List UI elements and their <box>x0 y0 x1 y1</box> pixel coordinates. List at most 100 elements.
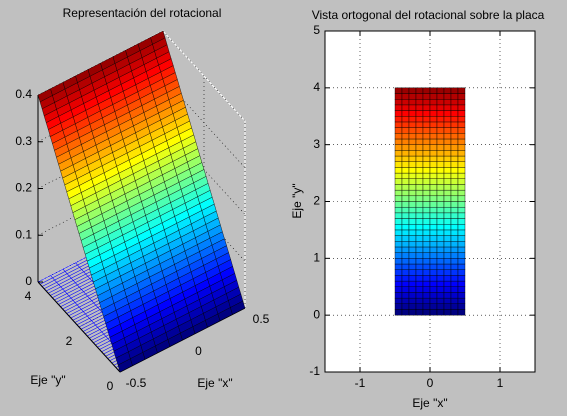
surface-cell <box>401 195 410 202</box>
surface-cell <box>408 286 417 293</box>
surface-cell <box>422 229 431 236</box>
surface-cell <box>457 252 466 259</box>
surface-cell <box>401 144 410 151</box>
surface-cell <box>450 116 459 123</box>
surface-cell <box>401 212 410 219</box>
surface-cell <box>422 178 431 185</box>
surface-cell <box>457 161 466 168</box>
surface-cell <box>436 167 445 174</box>
surface-cell <box>422 104 431 111</box>
surface-cell <box>415 138 424 145</box>
surface-cell <box>401 241 410 248</box>
surface-cell <box>450 241 459 248</box>
surface-cell <box>450 252 459 259</box>
surface-cell <box>457 167 466 174</box>
surface-cell <box>415 235 424 242</box>
surface-cell <box>436 212 445 219</box>
surface-cell <box>429 172 438 179</box>
surface-cell <box>401 184 410 191</box>
surface-cell <box>443 144 452 151</box>
surface-cell <box>422 138 431 145</box>
surface-cell <box>394 286 403 293</box>
surface-cell <box>422 292 431 299</box>
surface-cell <box>450 127 459 134</box>
surface-cell <box>429 133 438 140</box>
surface-cell <box>415 229 424 236</box>
x-tick-label: 0.5 <box>253 312 270 326</box>
surface-cell <box>457 263 466 270</box>
surface-cell <box>429 87 438 94</box>
surface-cell <box>401 309 410 316</box>
surface-cell <box>443 309 452 316</box>
surface-cell <box>415 167 424 174</box>
surface-cell <box>457 116 466 123</box>
surface-cell <box>415 161 424 168</box>
surface-cell <box>457 144 466 151</box>
surface-cell <box>436 206 445 214</box>
surface-cell <box>436 275 445 282</box>
surface-cell <box>450 258 459 265</box>
surface-cell <box>408 144 417 151</box>
surface-cell <box>408 87 417 94</box>
surface-cell <box>422 144 431 151</box>
surface-cell <box>429 286 438 293</box>
surface-cell <box>457 235 466 242</box>
surface-cell <box>394 297 403 305</box>
surface-cell <box>408 303 417 310</box>
surface-cell <box>429 229 438 236</box>
surface-cell <box>394 98 403 106</box>
surface-cell <box>436 258 445 265</box>
surface-cell <box>457 297 466 305</box>
surface-cell <box>429 246 438 253</box>
surface-cell <box>408 275 417 282</box>
y-axis-label: Eje "y" <box>290 183 304 218</box>
surface-cell <box>408 155 417 162</box>
surface-cell <box>429 178 438 185</box>
surface-cell <box>394 144 403 151</box>
surface-cell <box>422 172 431 179</box>
surface-cell <box>394 155 403 162</box>
surface-cell <box>436 121 445 128</box>
surface-cell <box>422 235 431 242</box>
surface-cell <box>443 110 452 117</box>
surface-cell <box>401 189 410 197</box>
surface-cell <box>457 309 466 316</box>
surface-cell <box>429 155 438 162</box>
surface-cell <box>415 195 424 202</box>
surface-cell <box>457 178 466 185</box>
surface-cell <box>450 93 459 100</box>
surface-cell <box>422 116 431 123</box>
surface-cell <box>429 93 438 100</box>
x-axis-label: Eje "x" <box>197 376 232 390</box>
surface-cell <box>394 104 403 111</box>
surface-cell <box>408 172 417 179</box>
surface-cell <box>401 252 410 259</box>
surface-cell <box>436 155 445 162</box>
surface-cell <box>408 161 417 168</box>
surface-cell <box>450 138 459 145</box>
surface-cell <box>415 150 424 157</box>
surface-cell <box>415 189 424 197</box>
surface-cell <box>422 121 431 128</box>
surface-cell <box>457 138 466 145</box>
surface-cell <box>457 269 466 276</box>
surface-cell <box>450 286 459 293</box>
surface-cell <box>401 229 410 236</box>
surface-cell <box>443 303 452 310</box>
surface-cell <box>394 87 403 94</box>
surface-cell <box>408 241 417 248</box>
surface-cell <box>429 189 438 197</box>
surface-cell <box>443 201 452 208</box>
surface-cell <box>401 258 410 265</box>
surface-cell <box>394 246 403 253</box>
surface-cell <box>415 292 424 299</box>
z-tick-label: 0.3 <box>15 134 32 148</box>
grid-line <box>162 30 246 122</box>
surface-cell <box>422 224 431 231</box>
surface-cell <box>408 309 417 316</box>
surface-cell <box>436 280 445 287</box>
y-tick-label: 5 <box>313 23 320 37</box>
surface-cell <box>401 116 410 123</box>
surface-cell <box>422 184 431 191</box>
surface-cell <box>443 195 452 202</box>
